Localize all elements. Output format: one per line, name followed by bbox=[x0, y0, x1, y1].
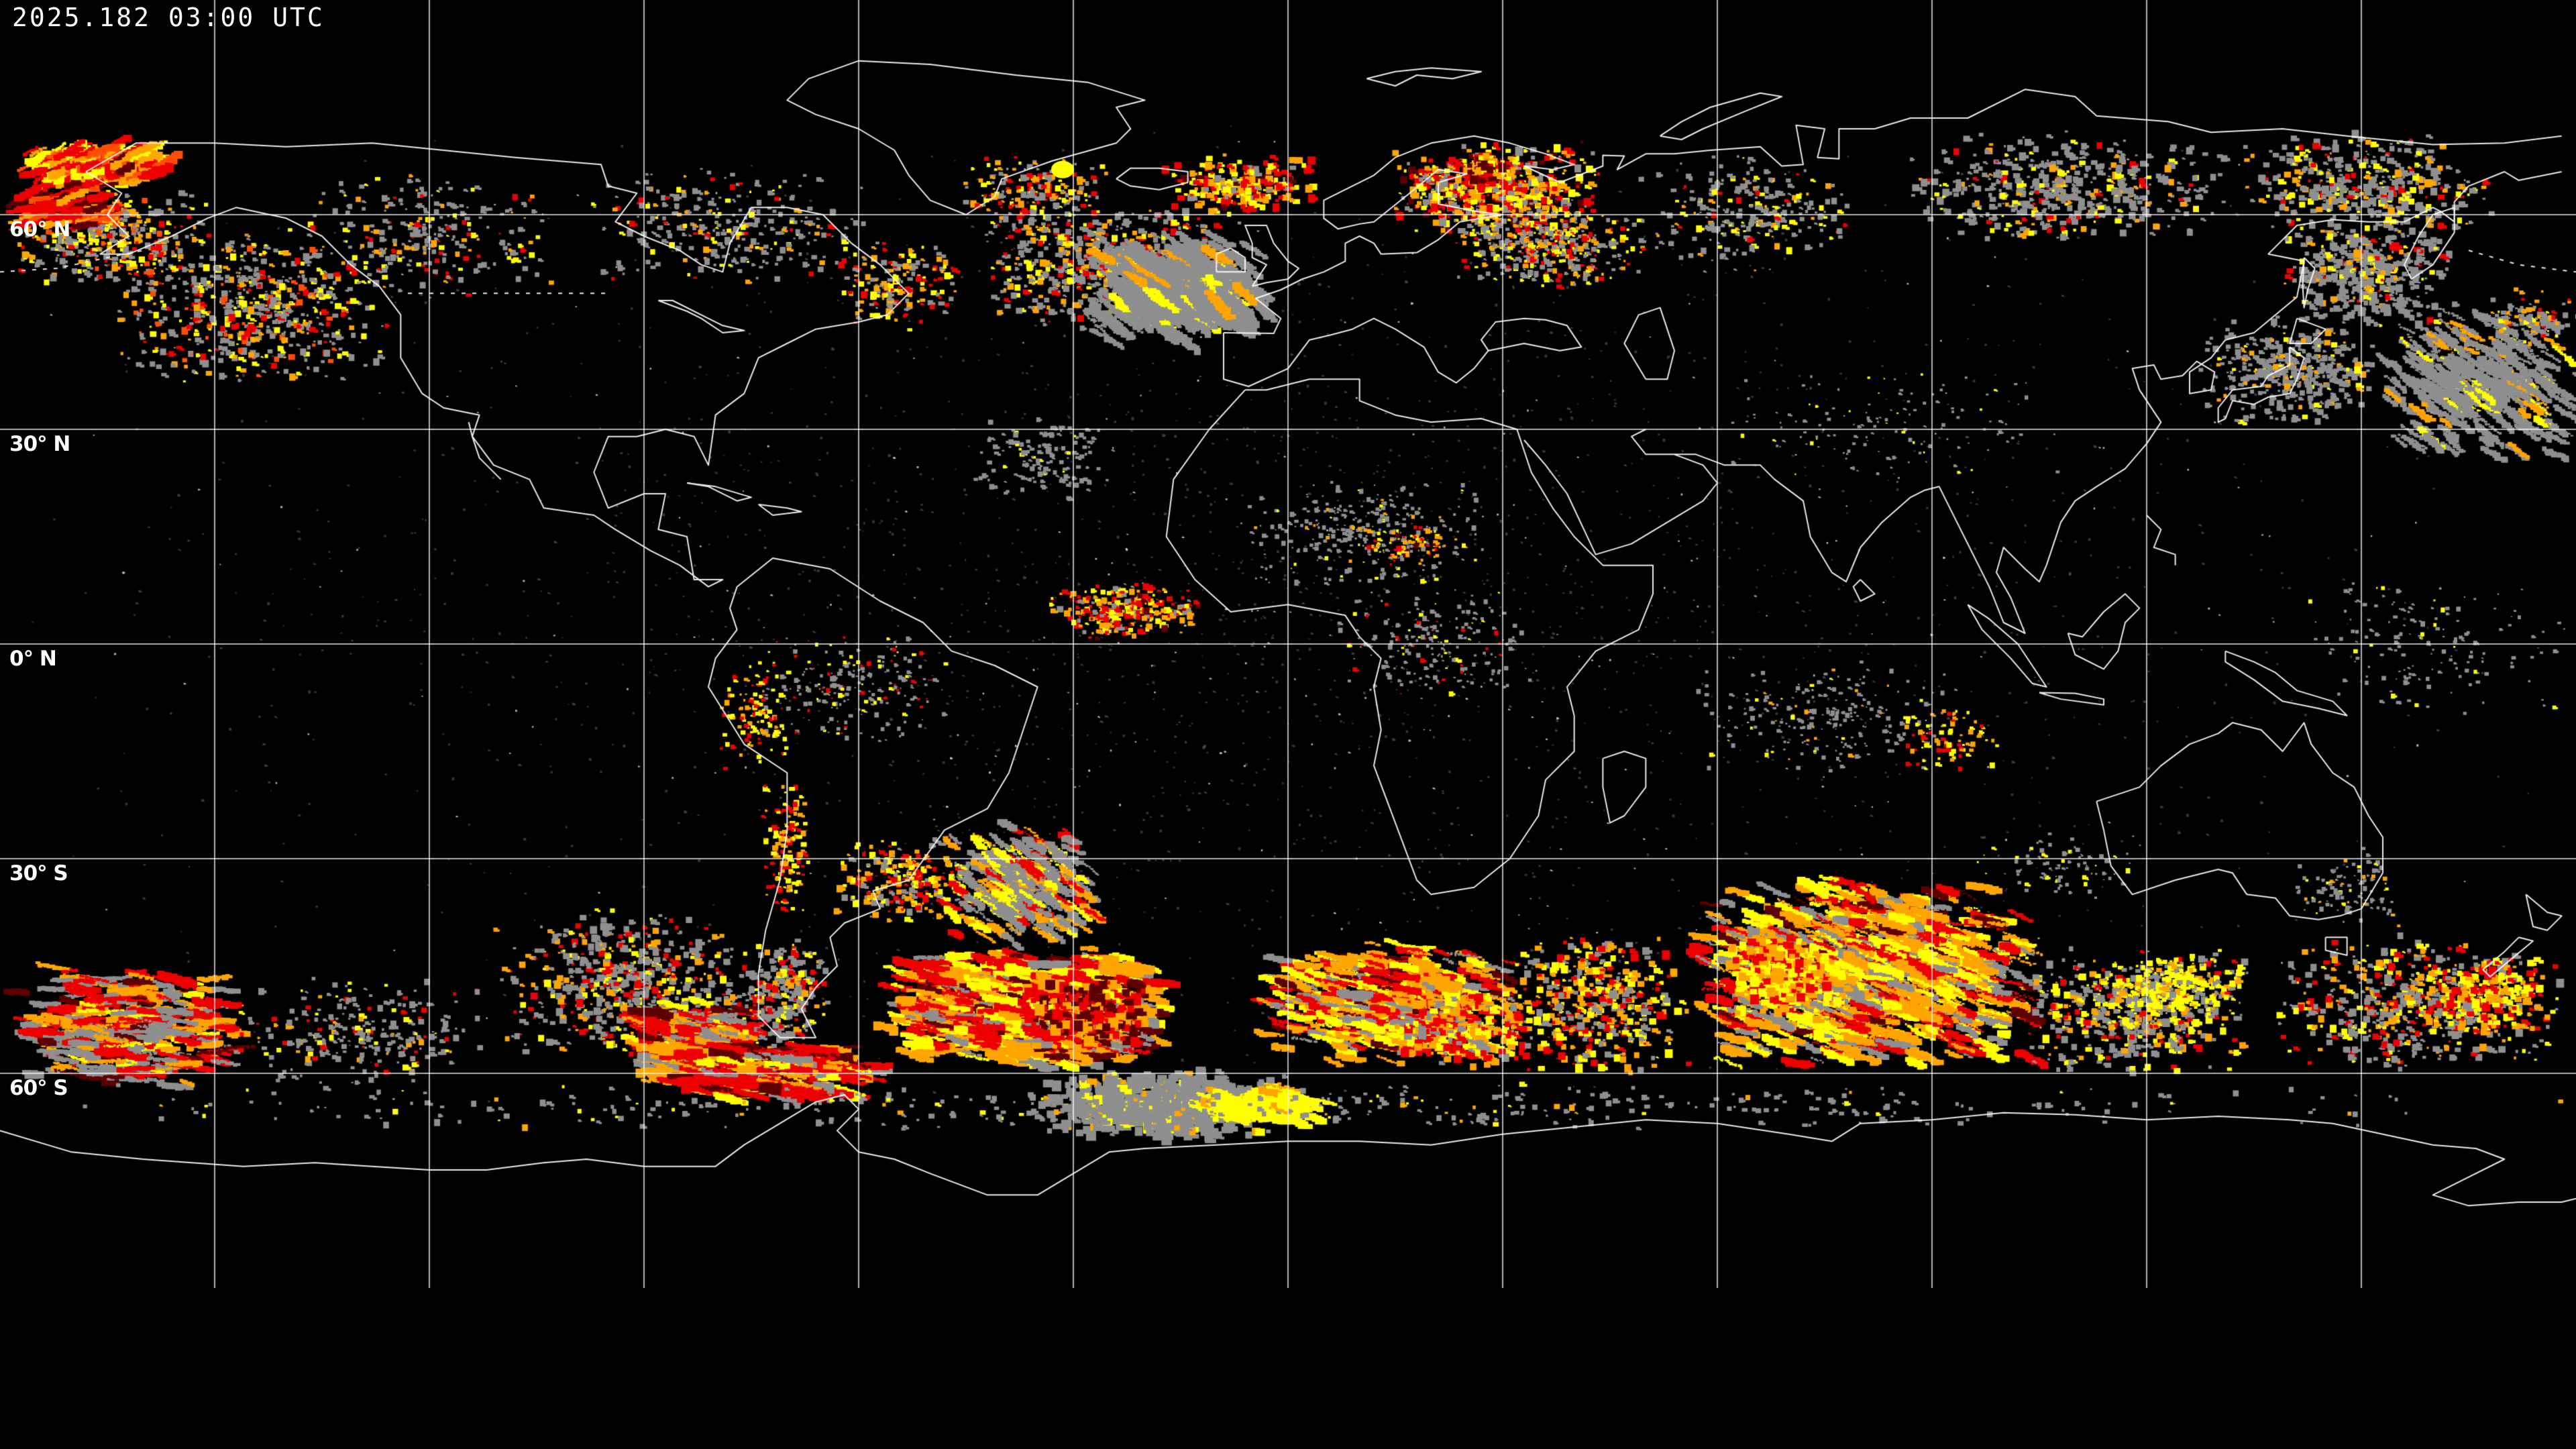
latitude-label-60s: 60° S bbox=[9, 1076, 68, 1100]
latitude-label-60n: 60° N bbox=[9, 217, 70, 241]
legend: SLW Large Drop Index 13.5-1616-1919-2222… bbox=[0, 1288, 2576, 1449]
latitude-label-0n: 0° N bbox=[9, 647, 57, 671]
latitude-label-30n: 30° N bbox=[9, 432, 70, 456]
latitude-label-30s: 30° S bbox=[9, 861, 68, 885]
world-map-canvas bbox=[0, 0, 2576, 1288]
timestamp: 2025.182 03:00 UTC bbox=[12, 3, 325, 32]
